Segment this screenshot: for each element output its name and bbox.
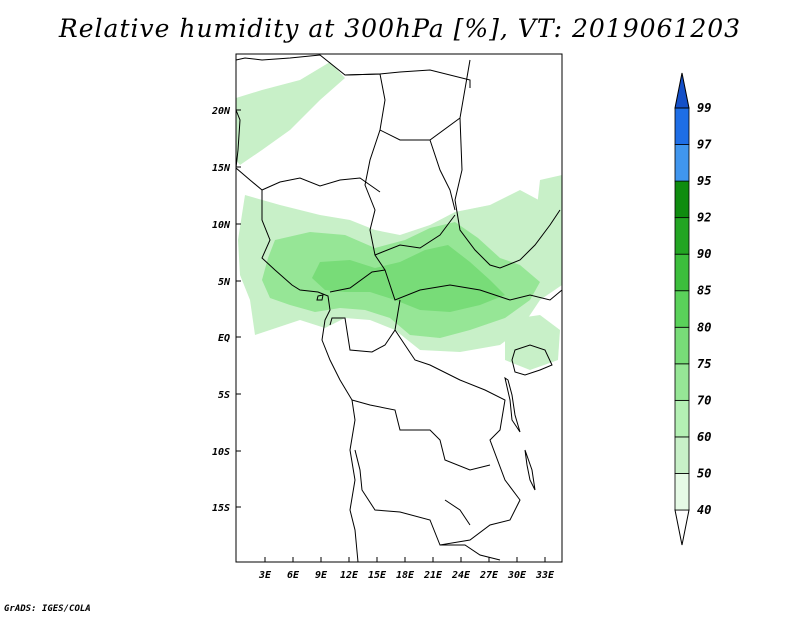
lat-tick: 5S <box>218 390 230 401</box>
lake-malawi <box>524 449 536 491</box>
lon-tick: 6E <box>287 570 300 581</box>
colorbar-label: 50 <box>697 466 711 480</box>
lon-tick: 21E <box>423 570 443 581</box>
colorbar-segment <box>674 326 690 365</box>
colorbar-label: 60 <box>697 430 711 444</box>
colorbar-label: 92 <box>697 211 711 225</box>
lon-tick: 27E <box>479 570 499 581</box>
shade-ethiopia <box>535 175 562 248</box>
colorbar-segment <box>674 399 690 438</box>
lat-tick: 10S <box>212 447 230 458</box>
colorbar-label: 75 <box>697 357 711 371</box>
lon-axis: 3E 6E 9E 12E 15E 18E 21E 24E 27E 30E 33E <box>258 557 555 581</box>
colorbar-label: 97 <box>697 138 712 152</box>
colorbar-label: 85 <box>697 284 711 298</box>
lon-tick: 9E <box>315 570 328 581</box>
lon-tick: 24E <box>451 570 471 581</box>
border-lines <box>261 59 563 561</box>
colorbar-label: 80 <box>697 320 711 334</box>
colorbar-segment <box>674 180 690 219</box>
lon-tick: 15E <box>368 570 387 581</box>
humidity-shading <box>236 62 562 370</box>
colorbar-segment <box>674 253 690 292</box>
colorbar-segment <box>674 107 690 145</box>
lat-tick: 10N <box>212 220 231 231</box>
lake-tanganyika <box>504 376 521 433</box>
colorbar-label: 99 <box>697 101 711 115</box>
lon-tick: 18E <box>396 570 415 581</box>
shade-sahel-west <box>236 62 345 165</box>
lat-tick: 5N <box>218 277 231 288</box>
colorbar-segment <box>674 290 690 328</box>
colorbar-label: 70 <box>697 393 711 407</box>
lon-tick: 30E <box>507 570 527 581</box>
map-title: Relative humidity at 300hPa [%], VT: 201… <box>58 14 742 43</box>
lat-tick: EQ <box>218 333 230 344</box>
map-frame <box>235 53 563 563</box>
colorbar: 40 50 60 70 75 80 85 90 92 95 97 99 <box>674 72 712 546</box>
colorbar-label: 95 <box>697 174 711 188</box>
shade-lakes <box>505 315 560 370</box>
colorbar-segment <box>674 436 690 474</box>
lat-axis: 20N 15N 10N 5N EQ 5S 10S 15S <box>211 106 241 514</box>
colorbar-label: 40 <box>697 503 711 517</box>
colorbar-segment <box>674 217 690 255</box>
colorbar-upper-triangle <box>674 72 690 109</box>
colorbar-label: 90 <box>697 247 711 261</box>
country-borders <box>235 54 563 563</box>
lon-tick: 12E <box>340 570 359 581</box>
colorbar-segment <box>674 363 690 401</box>
lat-tick: 15S <box>212 503 230 514</box>
grads-credit: GrADS: IGES/COLA <box>4 604 91 614</box>
lon-tick: 33E <box>535 570 555 581</box>
colorbar-lower-triangle <box>674 509 690 546</box>
island-bioko <box>316 294 324 301</box>
shade-core-deep <box>312 245 505 312</box>
lat-tick: 15N <box>212 163 231 174</box>
lat-tick: 20N <box>211 106 231 117</box>
colorbar-segment <box>674 144 690 182</box>
colorbar-segment <box>674 473 690 511</box>
lon-tick: 3E <box>258 570 272 581</box>
